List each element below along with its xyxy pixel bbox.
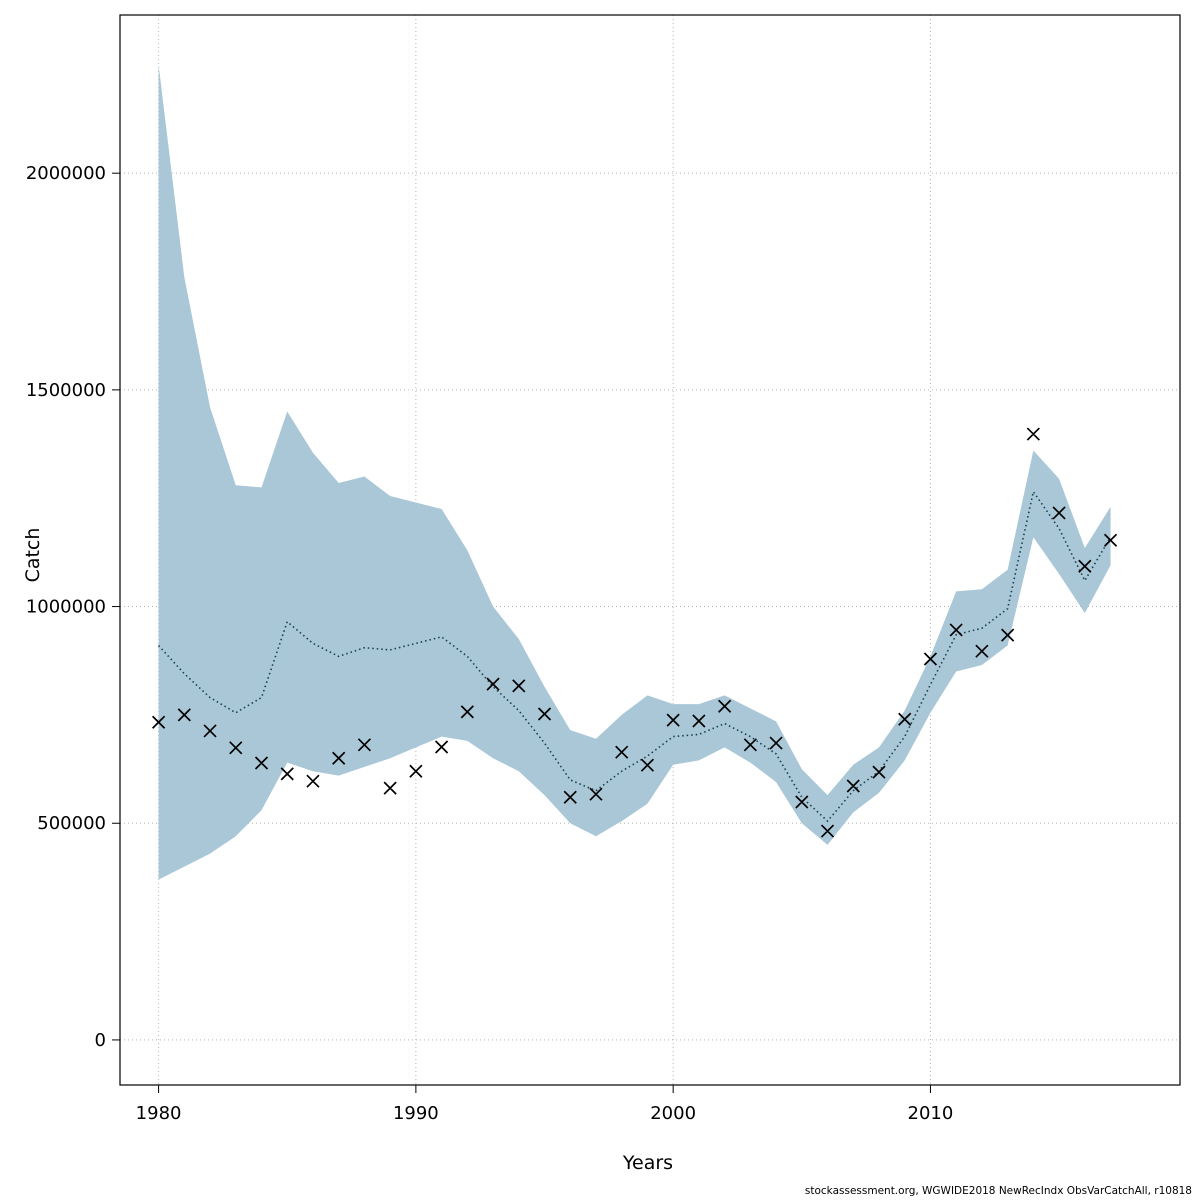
x-tick-label: 1980 xyxy=(136,1103,182,1124)
y-tick-label: 1000000 xyxy=(26,597,106,618)
x-tick-label: 2000 xyxy=(650,1103,696,1124)
estimate-line xyxy=(158,489,1112,823)
y-tick-label: 0 xyxy=(95,1030,106,1051)
confidence-band xyxy=(158,64,1111,880)
y-tick-label: 500000 xyxy=(37,813,106,834)
plot-border xyxy=(119,14,1181,1086)
y-tick-label: 1500000 xyxy=(26,380,106,401)
axes: 1980 1990 2000 2010 0 500000 1000000 1500000 200… xyxy=(26,14,1181,1124)
y-axis-title: Catch xyxy=(22,527,44,583)
footer-attribution: stockassessment.org, WGWIDE2018 NewRecIn… xyxy=(804,1185,1192,1197)
y-tick-label: 2000000 xyxy=(26,163,106,184)
observed-x-markers xyxy=(151,427,1118,838)
estimate-line-path xyxy=(158,489,1112,823)
x-axis-title: Years xyxy=(622,1152,674,1174)
confidence-band-area xyxy=(158,64,1111,880)
x-tick-label: 2010 xyxy=(908,1103,954,1124)
x-tick-label: 1990 xyxy=(393,1103,439,1124)
observation-markers xyxy=(151,427,1118,838)
